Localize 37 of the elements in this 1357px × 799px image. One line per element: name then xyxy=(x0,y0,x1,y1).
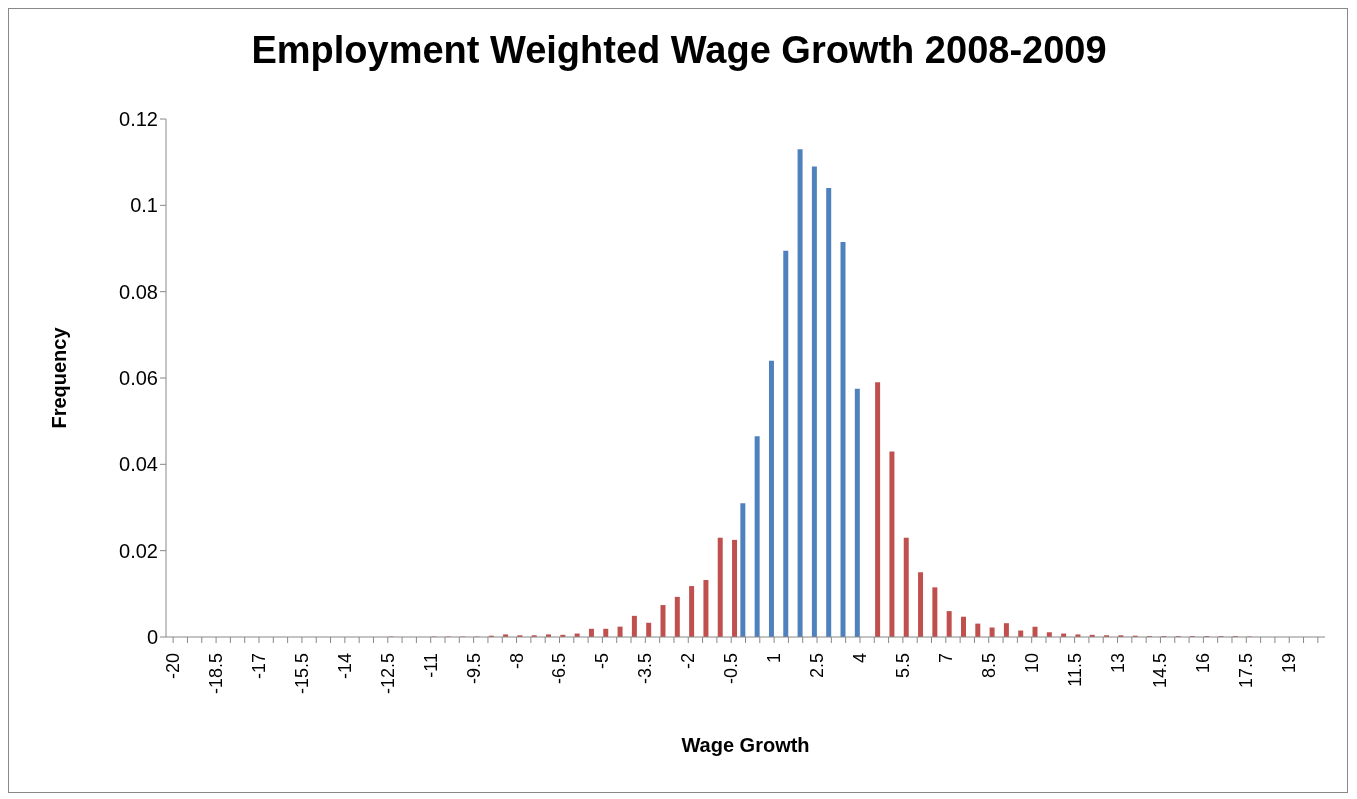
x-tick-label: -12.5 xyxy=(377,653,398,695)
x-tick-label: -2 xyxy=(678,653,699,670)
x-tick-label: 19 xyxy=(1279,653,1300,674)
x-tick-label: 11.5 xyxy=(1064,653,1085,687)
x-tick-label: -6.5 xyxy=(549,653,570,685)
x-tick-label: -8 xyxy=(506,653,527,670)
y-tick-label: 0.02 xyxy=(119,539,158,562)
y-tick-label: 0.04 xyxy=(119,453,158,476)
x-tick-label: -20 xyxy=(163,653,184,680)
y-tick-label: 0.06 xyxy=(119,367,158,390)
x-tick-label: -18.5 xyxy=(206,653,227,695)
y-tick-label: 0.12 xyxy=(119,108,158,131)
y-tick-label: 0.1 xyxy=(130,194,158,217)
x-tick-label: -0.5 xyxy=(721,653,742,685)
x-tick-label: 5.5 xyxy=(892,653,913,679)
x-tick-label: -15.5 xyxy=(291,653,312,695)
x-tick-label: 10 xyxy=(1021,653,1042,674)
y-axis-title: Frequency xyxy=(48,326,71,429)
x-tick-label: 8.5 xyxy=(978,653,999,679)
x-tick-label: -14 xyxy=(334,653,355,680)
x-tick-label: -17 xyxy=(249,653,270,680)
x-tick-label: -3.5 xyxy=(635,653,656,685)
x-tick-label: 16 xyxy=(1193,653,1214,674)
x-tick-label: 1 xyxy=(764,653,785,664)
chart-title: Employment Weighted Wage Growth 2008-2009 xyxy=(250,29,1108,72)
x-tick-label: 14.5 xyxy=(1150,653,1171,689)
x-tick-label: -5 xyxy=(592,653,613,670)
x-tick-label: 17.5 xyxy=(1236,653,1257,689)
x-tick-label: 7 xyxy=(935,653,956,664)
y-tick-label: 0 xyxy=(146,626,158,649)
x-tick-label: 2.5 xyxy=(807,653,828,679)
x-axis-title: Wage Growth xyxy=(681,734,810,756)
x-tick-label: 4 xyxy=(849,653,870,664)
x-tick-label: -11 xyxy=(420,653,441,678)
x-tick-label: 13 xyxy=(1107,653,1128,674)
x-tick-label: -9.5 xyxy=(463,653,484,685)
y-tick-label: 0.08 xyxy=(119,280,158,303)
